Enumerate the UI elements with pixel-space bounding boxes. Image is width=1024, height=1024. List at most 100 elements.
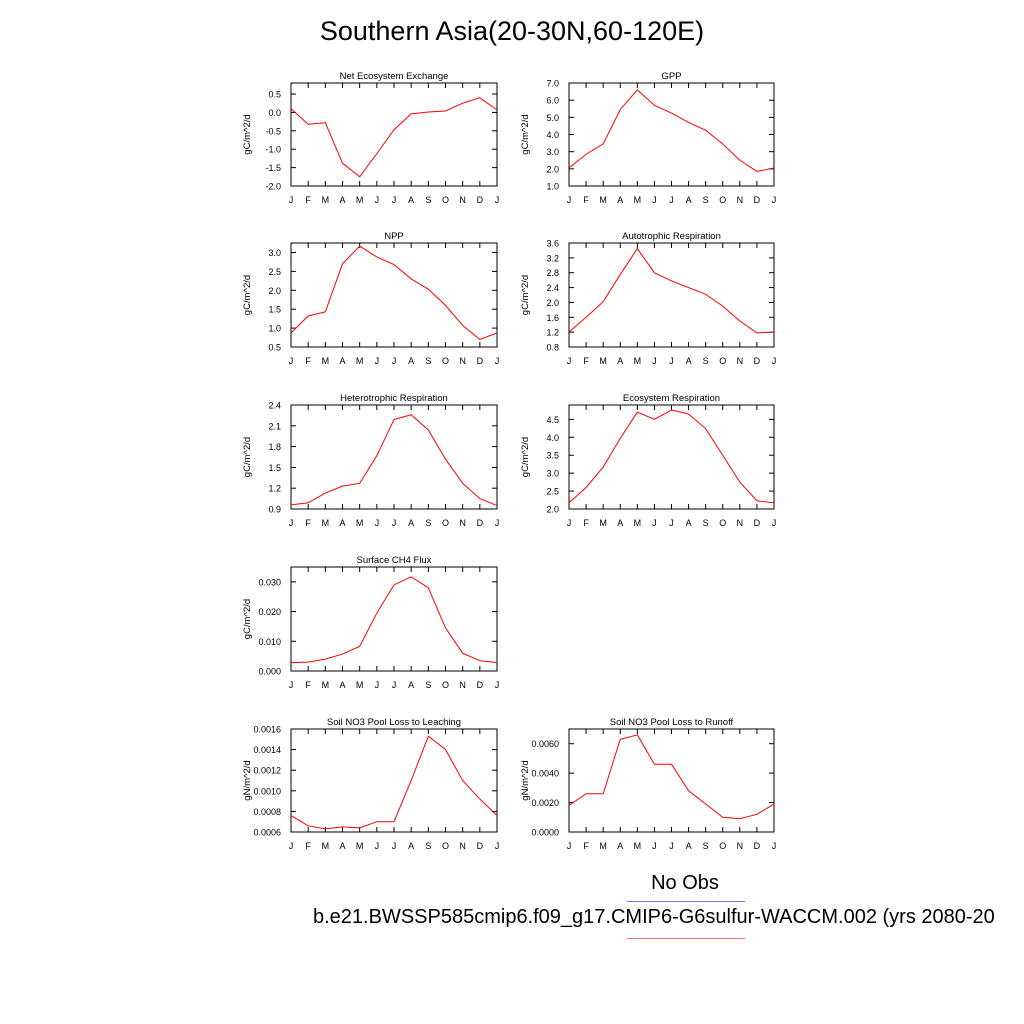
y-tick-label: 1.5 bbox=[268, 463, 281, 473]
x-tick-label: M bbox=[356, 841, 364, 851]
x-tick-label: J bbox=[289, 518, 294, 528]
chart-title: Surface CH4 Flux bbox=[357, 555, 432, 566]
x-tick-label: J bbox=[669, 841, 674, 851]
y-tick-label: 4.0 bbox=[546, 433, 559, 443]
x-tick-label: S bbox=[703, 518, 709, 528]
plot-frame bbox=[568, 728, 775, 833]
y-tick-label: 0.0006 bbox=[253, 828, 281, 838]
x-tick-label: J bbox=[567, 356, 572, 366]
x-tick-label: J bbox=[495, 841, 500, 851]
legend-obs-line bbox=[627, 901, 745, 902]
y-tick-label: 0.0012 bbox=[253, 766, 281, 776]
x-tick-label: J bbox=[375, 841, 380, 851]
x-tick-label: A bbox=[408, 680, 414, 690]
y-tick-label: 3.6 bbox=[546, 239, 559, 249]
x-tick-label: S bbox=[425, 195, 431, 205]
y-tick-label: 1.6 bbox=[546, 313, 559, 323]
y-tick-label: 2.0 bbox=[268, 286, 281, 296]
x-tick-label: N bbox=[459, 680, 466, 690]
y-tick-label: 0.0016 bbox=[253, 725, 281, 735]
series-line bbox=[290, 414, 498, 506]
x-tick-label: S bbox=[425, 518, 431, 528]
x-tick-label: M bbox=[634, 356, 642, 366]
y-tick-label: 2.5 bbox=[268, 267, 281, 277]
x-tick-label: J bbox=[375, 518, 380, 528]
x-tick-label: F bbox=[583, 356, 589, 366]
x-tick-label: J bbox=[772, 518, 777, 528]
x-tick-label: J bbox=[375, 680, 380, 690]
x-tick-label: N bbox=[459, 356, 466, 366]
x-tick-label: O bbox=[719, 356, 726, 366]
x-tick-label: A bbox=[617, 518, 623, 528]
plot-frame bbox=[568, 404, 775, 510]
x-tick-label: A bbox=[408, 841, 414, 851]
y-tick-label: 0.000 bbox=[258, 667, 281, 677]
legend-obs-label: No Obs bbox=[651, 872, 719, 894]
x-tick-label: D bbox=[477, 518, 484, 528]
x-tick-label: S bbox=[703, 356, 709, 366]
x-tick-label: O bbox=[719, 518, 726, 528]
x-tick-label: N bbox=[459, 195, 466, 205]
x-tick-label: J bbox=[567, 195, 572, 205]
chart-title: NPP bbox=[384, 231, 404, 242]
plot-frame bbox=[290, 728, 498, 833]
x-tick-label: S bbox=[425, 680, 431, 690]
x-tick-label: N bbox=[737, 356, 744, 366]
x-tick-label: M bbox=[599, 195, 607, 205]
y-tick-label: 2.5 bbox=[546, 487, 559, 497]
series-line bbox=[568, 247, 775, 334]
plot-frame bbox=[290, 242, 498, 348]
plot-frame bbox=[568, 82, 775, 187]
x-tick-label: A bbox=[617, 841, 623, 851]
y-tick-label: 0.9 bbox=[268, 505, 281, 515]
y-tick-label: 0.0040 bbox=[531, 769, 559, 779]
series-line bbox=[568, 89, 775, 172]
x-tick-label: J bbox=[375, 356, 380, 366]
y-tick-label: 3.0 bbox=[268, 248, 281, 258]
x-tick-label: O bbox=[442, 680, 449, 690]
y-tick-label: 2.8 bbox=[546, 268, 559, 278]
x-tick-label: J bbox=[289, 680, 294, 690]
x-tick-label: O bbox=[442, 356, 449, 366]
y-tick-label: 1.8 bbox=[268, 442, 281, 452]
y-tick-label: 6.0 bbox=[546, 96, 559, 106]
x-tick-label: M bbox=[356, 518, 364, 528]
x-tick-label: D bbox=[477, 680, 484, 690]
plot-frame bbox=[290, 566, 498, 672]
x-tick-label: N bbox=[737, 518, 744, 528]
x-tick-label: M bbox=[322, 841, 330, 851]
x-tick-label: M bbox=[356, 356, 364, 366]
y-tick-label: -1.5 bbox=[265, 163, 281, 173]
x-tick-label: O bbox=[719, 195, 726, 205]
x-tick-label: J bbox=[375, 195, 380, 205]
x-tick-label: F bbox=[305, 841, 311, 851]
x-tick-label: O bbox=[442, 841, 449, 851]
y-tick-label: 0.0020 bbox=[531, 798, 559, 808]
x-tick-label: J bbox=[772, 195, 777, 205]
x-tick-label: A bbox=[339, 841, 345, 851]
x-tick-label: F bbox=[583, 841, 589, 851]
x-tick-label: J bbox=[652, 518, 657, 528]
x-tick-label: N bbox=[459, 518, 466, 528]
x-tick-label: A bbox=[617, 356, 623, 366]
chart-title: Autotrophic Respiration bbox=[622, 231, 721, 242]
x-tick-label: M bbox=[322, 195, 330, 205]
x-tick-label: D bbox=[754, 841, 761, 851]
y-tick-label: 7.0 bbox=[546, 79, 559, 89]
y-tick-label: 0.5 bbox=[268, 90, 281, 100]
chart-title: GPP bbox=[661, 71, 681, 82]
series-line bbox=[290, 576, 498, 664]
plot-frame bbox=[290, 82, 498, 187]
x-tick-label: A bbox=[408, 518, 414, 528]
y-tick-label: 0.0 bbox=[268, 108, 281, 118]
x-tick-label: M bbox=[634, 841, 642, 851]
x-tick-label: D bbox=[477, 841, 484, 851]
x-tick-label: F bbox=[583, 518, 589, 528]
x-tick-label: D bbox=[477, 356, 484, 366]
y-axis-label: gN/m^2/d bbox=[242, 760, 253, 800]
y-tick-label: 2.0 bbox=[546, 298, 559, 308]
y-tick-label: 0.020 bbox=[258, 607, 281, 617]
series-line bbox=[568, 734, 775, 820]
